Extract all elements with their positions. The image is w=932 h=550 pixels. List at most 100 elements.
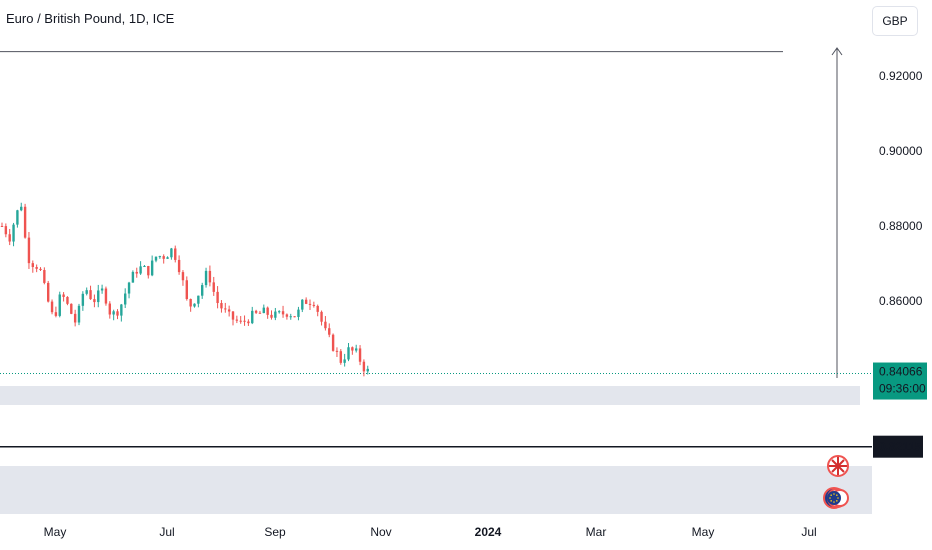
candle-body [174,248,177,260]
y-tick-label: 0.90000 [879,144,923,158]
candle-body [293,316,296,318]
candle-body [4,226,8,235]
candle-body [100,288,104,291]
candle-body [50,301,54,313]
countdown-timer: 09:36:00 [879,382,926,396]
candle-body [170,248,173,258]
x-tick-label: Jul [159,525,174,539]
candle-body [266,307,269,315]
candle-body [366,368,369,372]
bottom-zone-band [0,466,872,514]
candle-body [208,270,212,283]
candle-body [62,294,65,297]
candle-body [308,303,312,305]
candle-body [216,291,219,304]
candle-body [358,348,362,362]
candle-body [316,305,319,312]
candle-body [320,311,323,322]
candle-body [23,206,27,238]
lower-zone-band [0,386,860,405]
candle-body [73,313,77,323]
candle-body [262,307,265,314]
candle-body [81,293,85,306]
candle-body [362,361,366,372]
candle-body [297,309,300,317]
candle-body [31,263,34,268]
candle-body [12,224,15,242]
candle-body [243,320,246,322]
candle-body [16,210,19,225]
candle-body [270,314,273,318]
candle-body [355,348,358,351]
x-tick-label: Mar [586,525,607,539]
candle-body [251,310,254,324]
candle-body [120,304,123,316]
candle-body [131,271,135,283]
candle-body [285,314,289,317]
y-tick-label: 0.86000 [879,294,923,308]
candle-body [108,303,111,315]
currency-button[interactable]: GBP [872,6,918,36]
candle-body [27,237,31,264]
candle-body [189,299,192,307]
candle-body [197,295,200,304]
candle-body [39,268,42,271]
candle-body [85,290,88,294]
candle-body [77,305,81,323]
eu-flag-icon[interactable] [823,487,849,509]
x-tick-label: Nov [370,525,391,539]
candle-body [43,270,46,283]
candle-body [278,311,281,313]
candle-body [212,282,215,292]
candle-body [347,347,350,360]
candle-body [154,256,158,261]
candle-body [281,311,285,315]
current-price-value: 0.84066 [879,365,923,379]
candle-body [158,256,162,258]
candle-body [8,234,11,242]
candle-body [147,266,150,276]
candle-body [231,311,235,320]
arrow-head [831,47,843,56]
candle-body [328,328,331,335]
candle-body [166,257,169,259]
candle-body [343,359,346,363]
candle-body [89,290,92,300]
candle-body [139,266,142,274]
candle-body [254,310,258,313]
candle-body [162,256,165,259]
candle-body [324,321,327,329]
candle-body [274,311,277,318]
candle-body [97,290,100,303]
candle-body [227,309,231,312]
candle-body [112,311,115,315]
candle-body [0,226,4,227]
candle-body [58,294,61,316]
candle-body [66,296,69,304]
candle-body [351,347,354,351]
candle-body [193,303,196,307]
candle-body [339,351,342,363]
candle-body [150,260,154,276]
uk-flag-icon[interactable] [827,455,849,477]
level-price-value: 0.82115 [879,440,922,454]
candle-body [304,299,308,304]
candle-body [335,350,339,352]
candle-body [177,259,181,273]
candle-body [301,299,304,310]
candle-body [70,303,73,314]
candle-body [143,266,146,268]
candle-body [104,288,108,304]
x-tick-label: 2024 [475,525,502,539]
current-price-tag [873,362,927,400]
candle-body [47,282,50,302]
level-price-tag [873,435,923,458]
candle-body [289,316,292,318]
candle-body [54,312,58,316]
candle-body [331,334,335,351]
candle-body [224,308,227,310]
candle-body [247,321,250,324]
x-tick-label: May [692,525,715,539]
candle-body [116,311,119,316]
